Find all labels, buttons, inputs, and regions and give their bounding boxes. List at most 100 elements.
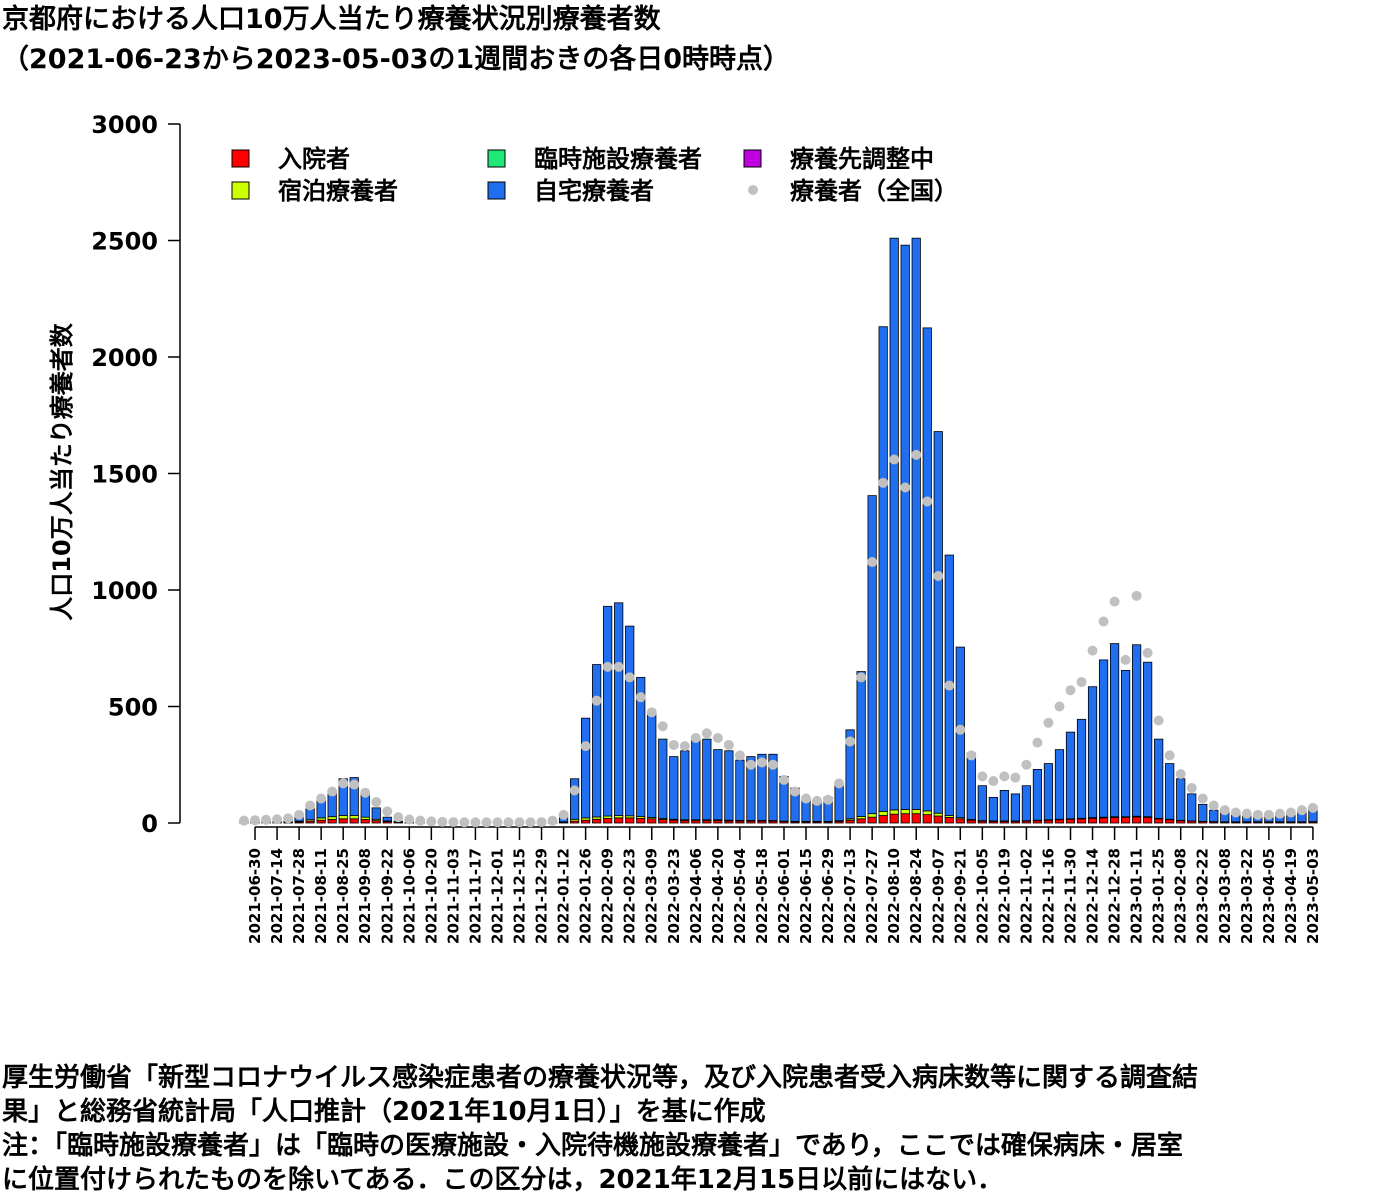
y-tick-label: 2000 [91,344,158,372]
bar-segment [911,237,921,810]
point [955,724,966,735]
x-tick-label: 2022-07-13 [841,848,859,944]
point [657,721,668,732]
point [1263,809,1274,820]
point [492,817,503,828]
point [382,806,393,817]
x-tick-label: 2022-08-10 [885,848,903,944]
point [922,496,933,507]
bar-segment [1165,819,1175,824]
bar-segment [999,789,1009,822]
bar-segment [603,605,613,817]
point [966,750,977,761]
bar-segment [713,749,723,821]
x-tick-label: 2023-01-11 [1128,848,1146,944]
bar-segment [1032,769,1043,821]
bar-segment [922,327,932,812]
x-tick-label: 2023-04-19 [1282,848,1300,944]
point [459,817,470,828]
bar-segment [1198,803,1208,822]
bar-segment [327,816,337,820]
x-tick-label: 2022-04-06 [687,848,705,944]
bar-segment [746,756,756,821]
x-tick-label: 2023-04-05 [1260,848,1278,944]
bar-segment [680,750,690,821]
bar-segment [592,664,602,818]
x-tick-label: 2022-11-02 [1017,848,1035,944]
bar-segment [889,813,899,824]
point [1054,701,1065,712]
point [1131,590,1142,601]
x-tick-label: 2023-05-03 [1304,848,1322,944]
bar-segment [933,812,943,817]
point [415,815,426,826]
point [371,797,382,808]
x-tick-label: 2022-06-29 [819,848,837,944]
bar-segment [305,808,315,821]
x-tick-label: 2021-12-01 [488,848,506,944]
point [426,816,437,827]
point [867,557,878,568]
x-tick-label: 2021-11-03 [444,848,462,944]
x-tick-label: 2022-05-04 [731,848,749,944]
point [1285,807,1296,818]
point [988,776,999,787]
point [778,774,789,785]
bar-segment [1021,785,1032,822]
bar-segment [1087,686,1098,819]
bar-segment [1087,817,1098,824]
point [944,680,955,691]
y-tick-label: 0 [141,810,158,838]
bar-segment [724,750,734,821]
x-tick-label: 2021-09-08 [356,848,374,944]
point [1208,800,1219,811]
bar-segment [1209,809,1219,823]
point [349,779,360,790]
bar-segment [592,818,602,824]
bar-segment [1098,659,1109,818]
point [790,786,800,797]
y-tick-label: 3000 [91,111,158,139]
bar-segment [889,809,899,815]
bar-segment [834,785,844,822]
point [845,736,856,747]
bar-segment [360,819,370,824]
y-tick-label: 1000 [91,577,158,605]
bar-segment [1187,793,1197,822]
x-tick-label: 2021-08-25 [334,848,352,944]
footnote: に位置付けられたものを除いてある．この区分は，2021年12月15日以前にはない… [2,1164,1003,1195]
bar-segment [944,817,954,824]
point [239,815,249,826]
point [690,732,701,743]
point [679,741,690,752]
x-tick-label: 2022-07-27 [863,848,881,944]
bar-segment [570,778,580,820]
chart-subtitle: （2021-06-23から2023-05-03の1週間おきの各日0時時点） [2,43,790,75]
y-axis-label: 人口10万人当たり療養者数 [48,322,76,620]
bar-segment [1132,816,1142,824]
bar-segment [1143,817,1153,824]
legend-label: 宿泊療養者 [278,177,398,205]
bar-segment [1043,819,1054,824]
bar-segment [1010,793,1021,822]
point [1021,759,1032,770]
point [580,741,591,752]
bar-segment [647,711,657,818]
point [404,814,415,825]
bar-segment [1143,661,1153,818]
bar-segment [878,326,888,812]
bar-segment [757,753,767,821]
bar-segment [845,729,855,820]
point [1197,793,1208,804]
point [745,759,756,770]
bar-segment [1065,818,1076,824]
bar-segment [856,818,866,824]
bar-segment [1132,644,1142,817]
x-tick-label: 2022-01-12 [555,848,573,944]
legend-label: 自宅療養者 [534,177,654,205]
legend-label: 療養者（全国） [790,177,958,205]
bar-segment [349,777,359,816]
point [558,809,569,820]
point [1109,596,1120,607]
point [272,814,283,825]
